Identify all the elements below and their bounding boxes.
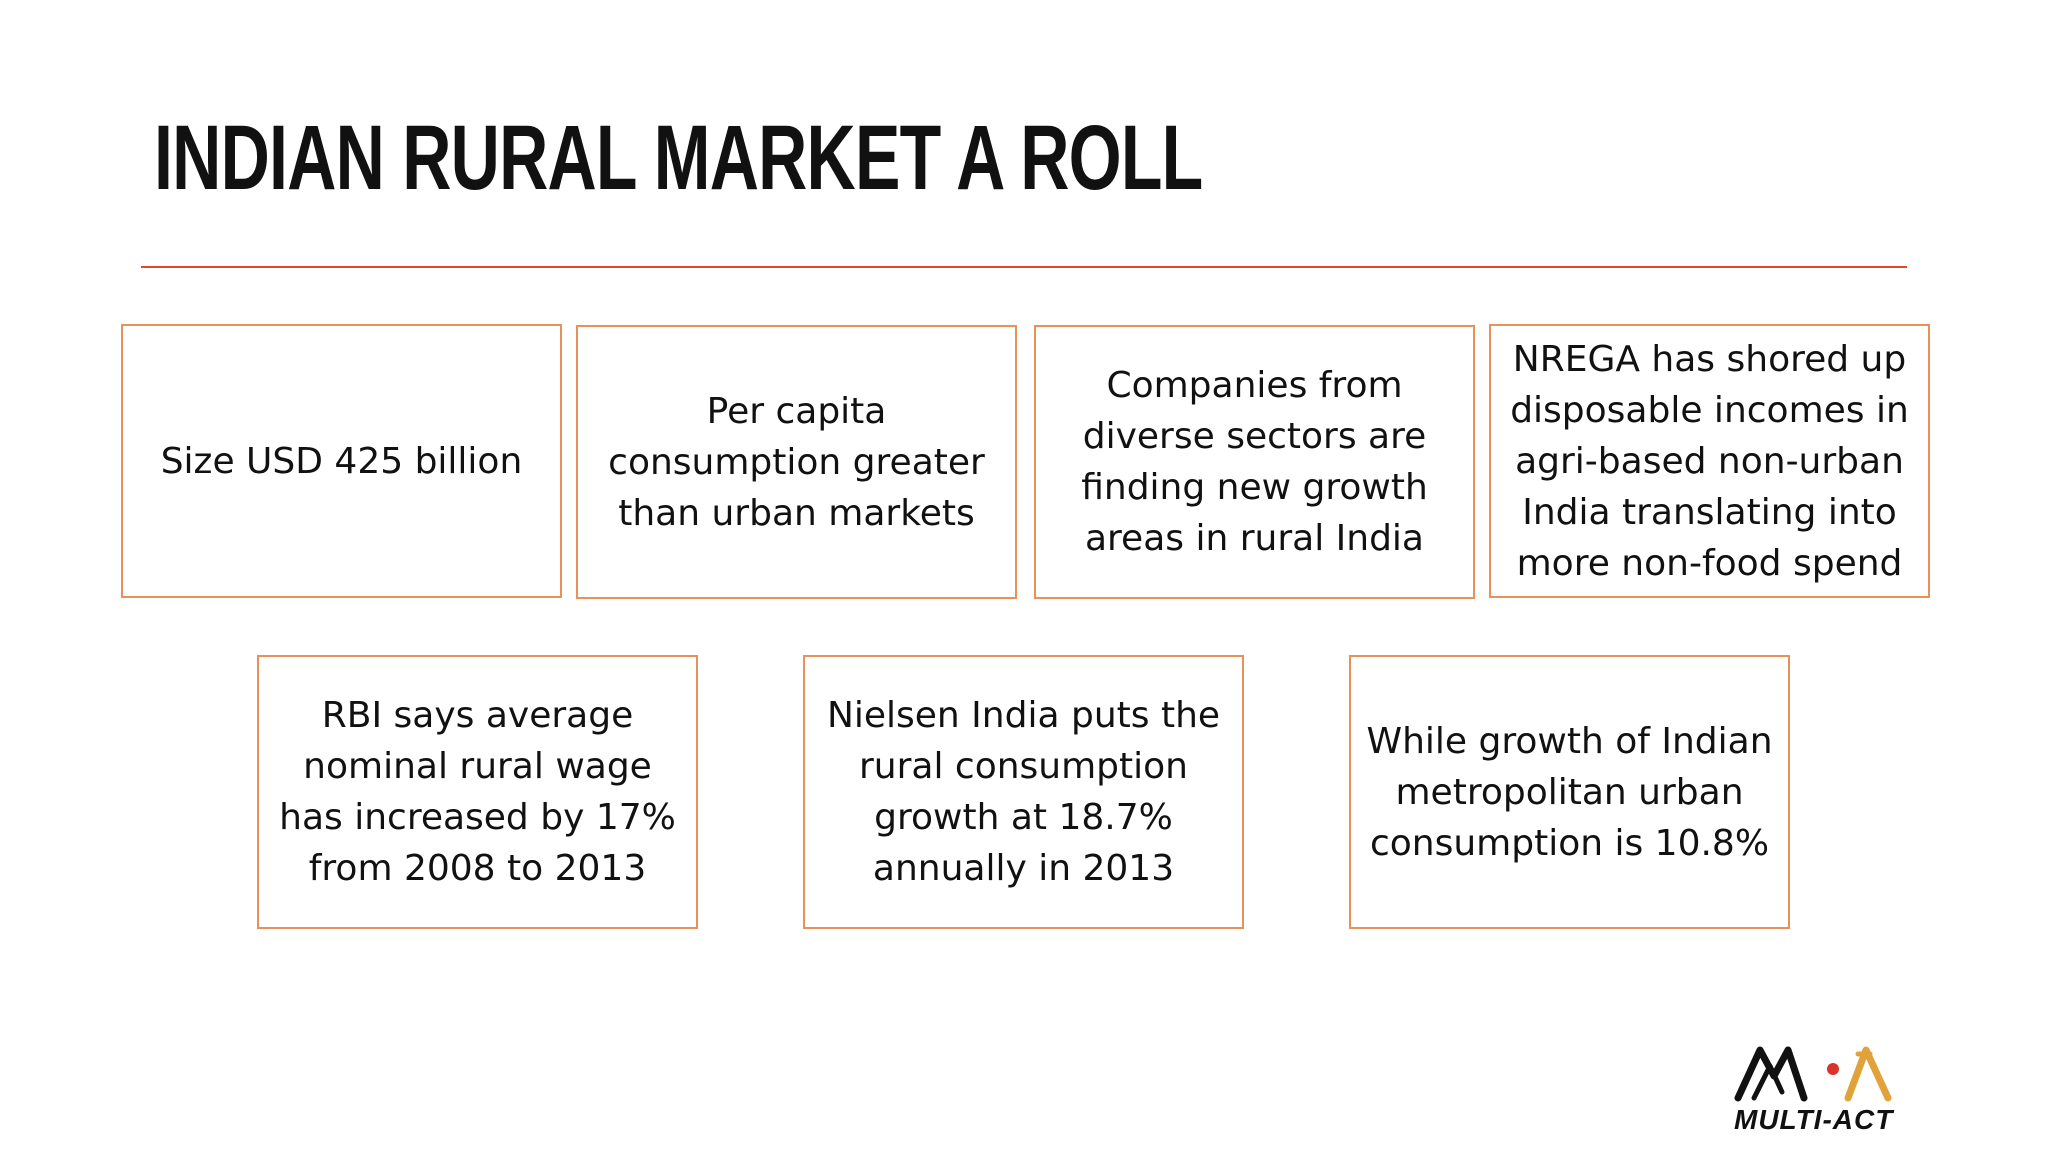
title-divider [141, 266, 1907, 268]
logo-wordmark: MULTI-ACT [1734, 1104, 1894, 1135]
fact-box-nrega: NREGA has shored up disposable incomes i… [1489, 324, 1930, 598]
fact-box-urban-growth: While growth of Indian metropolitan urba… [1349, 655, 1790, 929]
fact-box-text: NREGA has shored up disposable incomes i… [1510, 338, 1909, 584]
fact-box-nielsen: Nielsen India puts the rural consumption… [803, 655, 1244, 929]
fact-box-size: Size USD 425 billion [121, 324, 562, 598]
fact-box-text: Companies from diverse sectors are findi… [1081, 365, 1428, 559]
fact-box-text: Size USD 425 billion [160, 440, 523, 482]
fact-box-text: Nielsen India puts the rural consumption… [826, 695, 1221, 889]
fact-box-per-capita: Per capita consumption greater than urba… [576, 325, 1017, 599]
fact-box-text: While growth of Indian metropolitan urba… [1366, 720, 1773, 864]
multi-act-logo-icon [1734, 1046, 1892, 1102]
fact-box-rbi: RBI says average nominal rural wage has … [257, 655, 698, 929]
slide-title: Indian Rural Market a Roll [154, 107, 1203, 209]
fact-box-text: RBI says average nominal rural wage has … [279, 695, 676, 889]
fact-box-companies: Companies from diverse sectors are findi… [1034, 325, 1475, 599]
fact-box-text: Per capita consumption greater than urba… [608, 390, 985, 534]
